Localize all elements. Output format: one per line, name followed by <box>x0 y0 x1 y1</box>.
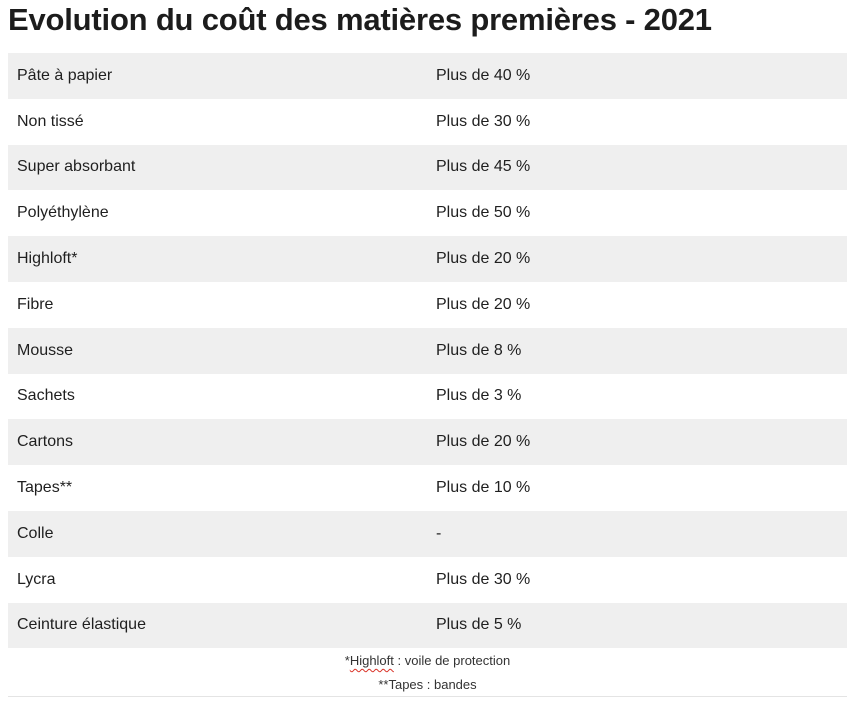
material-cell: Cartons <box>8 419 427 466</box>
change-cell: Plus de 10 % <box>427 465 847 511</box>
footnote-highloft: *Highloft : voile de protection <box>8 653 847 669</box>
material-cell: Super absorbant <box>8 144 427 191</box>
footnote-marker: * <box>344 653 350 668</box>
table-row: Mousse Plus de 8 % <box>8 327 847 374</box>
table-row: Lycra Plus de 30 % <box>8 556 847 603</box>
change-cell: - <box>427 510 847 557</box>
change-cell: Plus de 40 % <box>427 53 847 99</box>
page-title: Evolution du coût des matières premières… <box>8 2 712 37</box>
change-cell: Plus de 5 % <box>427 602 847 649</box>
change-cell: Plus de 45 % <box>427 144 847 191</box>
material-cell: Lycra <box>8 556 427 603</box>
table-row: Sachets Plus de 3 % <box>8 373 847 420</box>
cost-table: Pâte à papier Plus de 40 % Non tissé Plu… <box>8 53 847 649</box>
change-cell: Plus de 20 % <box>427 281 847 328</box>
material-cell: Colle <box>8 510 427 557</box>
change-cell: Plus de 50 % <box>427 190 847 237</box>
table-row: Pâte à papier Plus de 40 % <box>8 53 847 99</box>
material-cell: Tapes** <box>8 465 427 511</box>
table-row: Polyéthylène Plus de 50 % <box>8 190 847 237</box>
table-row: Cartons Plus de 20 % <box>8 419 847 466</box>
material-cell: Fibre <box>8 281 427 328</box>
change-cell: Plus de 3 % <box>427 373 847 420</box>
table-row: Ceinture élastique Plus de 5 % <box>8 602 847 649</box>
table-row: Fibre Plus de 20 % <box>8 281 847 328</box>
material-cell: Sachets <box>8 373 427 420</box>
cost-table-body: Pâte à papier Plus de 40 % Non tissé Plu… <box>8 53 847 649</box>
change-cell: Plus de 30 % <box>427 98 847 145</box>
table-row: Highloft* Plus de 20 % <box>8 236 847 282</box>
change-cell: Plus de 20 % <box>427 236 847 282</box>
material-cell: Ceinture élastique <box>8 602 427 649</box>
material-cell: Highloft* <box>8 236 427 282</box>
table-row: Colle - <box>8 510 847 557</box>
material-cell: Mousse <box>8 327 427 374</box>
change-cell: Plus de 8 % <box>427 327 847 374</box>
table-row: Tapes** Plus de 10 % <box>8 465 847 511</box>
footnotes: *Highloft : voile de protection **Tapes … <box>8 649 847 697</box>
footnote-definition: : voile de protection <box>393 653 511 668</box>
material-cell: Pâte à papier <box>8 53 427 99</box>
material-cell: Non tissé <box>8 98 427 145</box>
material-cell: Polyéthylène <box>8 190 427 237</box>
table-row: Non tissé Plus de 30 % <box>8 98 847 145</box>
footnote-term-highloft: Highloft <box>349 653 394 668</box>
table-row: Super absorbant Plus de 45 % <box>8 144 847 191</box>
change-cell: Plus de 30 % <box>427 556 847 603</box>
change-cell: Plus de 20 % <box>427 419 847 466</box>
footnote-tapes: **Tapes : bandes <box>378 677 477 692</box>
